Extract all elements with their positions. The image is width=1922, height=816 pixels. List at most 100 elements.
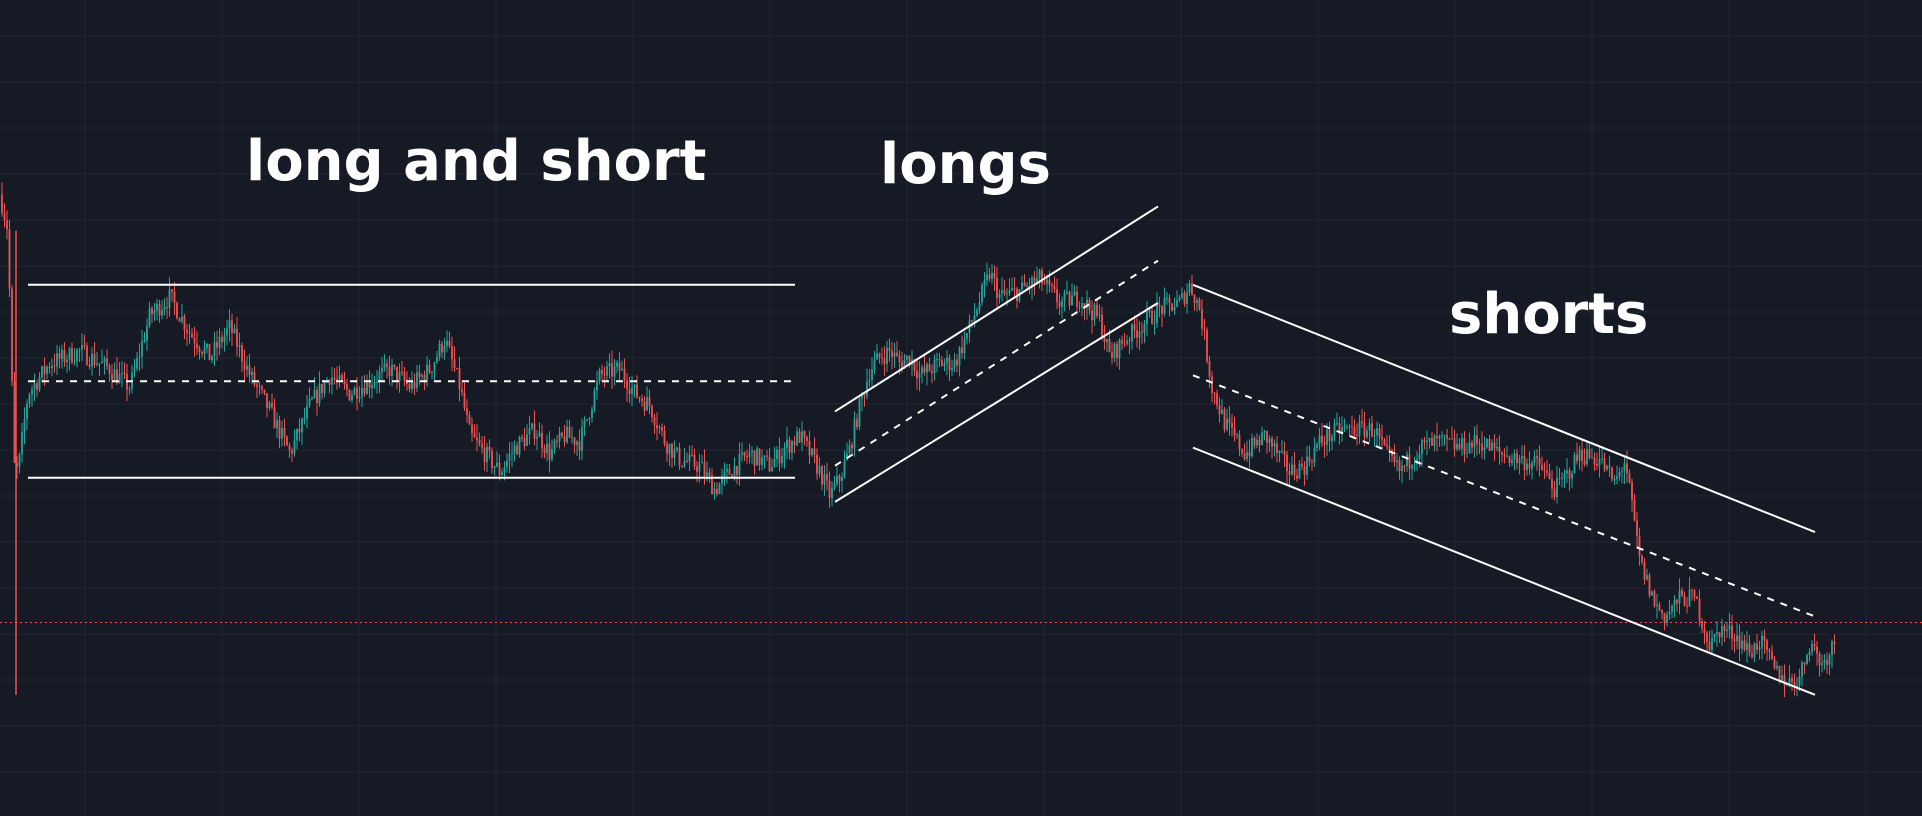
candle-up [98, 363, 101, 365]
candle-down [478, 440, 481, 444]
candle-down [916, 370, 918, 379]
candle-down [356, 387, 358, 399]
candle-up [958, 347, 961, 366]
candle-down [1033, 277, 1036, 283]
candle-down [1826, 660, 1828, 665]
candle-down [728, 468, 731, 475]
down-channel-lower-line[interactable] [1192, 446, 1816, 696]
candle-down [753, 450, 756, 466]
candle-down [448, 340, 451, 347]
candle-down [1568, 470, 1571, 479]
candle-up [436, 357, 438, 363]
candle-up [1298, 463, 1301, 479]
candle-down [298, 428, 301, 433]
candle-up [841, 477, 843, 482]
candle-down [1653, 591, 1656, 606]
candle-up [1461, 438, 1463, 449]
candle-down [261, 386, 263, 390]
candle-up [1571, 473, 1573, 479]
candle-up [438, 343, 441, 358]
candle-up [1716, 632, 1718, 634]
candle-down [1211, 376, 1213, 393]
candle-up [163, 306, 166, 310]
candle-up [41, 366, 43, 378]
candle-down [541, 432, 543, 449]
candle-up [1776, 665, 1778, 669]
trendline-drawings[interactable] [28, 205, 1816, 696]
candle-up [1036, 277, 1038, 283]
candle-up [593, 390, 596, 410]
label-shorts: shorts [1449, 282, 1648, 347]
candle-up [1006, 293, 1008, 295]
candle-up [1606, 465, 1608, 470]
candle-up [1666, 614, 1668, 623]
candle-up [223, 335, 226, 343]
down-channel-upper-line[interactable] [1192, 283, 1816, 533]
candle-up [391, 364, 393, 377]
candle-down [1583, 460, 1586, 465]
candle-down [1648, 575, 1651, 596]
candle-down [6, 220, 8, 230]
candle-down [1356, 434, 1358, 436]
candle-up [73, 361, 76, 363]
candle-down [1553, 488, 1556, 498]
candle-down [1228, 418, 1231, 424]
candle-down [1041, 270, 1043, 284]
candle-up [281, 427, 283, 439]
candle-down [253, 371, 256, 385]
candle-up [893, 352, 896, 357]
candle-down [461, 389, 463, 393]
candle-down [1658, 604, 1661, 611]
candle-down [1338, 423, 1341, 434]
candle-up [983, 280, 986, 286]
candle-up [1156, 304, 1158, 324]
candle-up [1621, 470, 1623, 472]
candle-up [146, 325, 148, 341]
up-channel-upper-line[interactable] [834, 205, 1159, 413]
candle-down [321, 383, 323, 394]
candle-down [83, 344, 86, 346]
annotation-labels: long and short longs shorts [246, 129, 1648, 347]
candle-down [1523, 456, 1526, 470]
candle-down [231, 320, 233, 334]
candle-up [1031, 277, 1033, 288]
candle-up [96, 363, 98, 365]
candle-down [1611, 467, 1613, 480]
candle-up [1646, 575, 1648, 580]
candle-down [198, 348, 201, 352]
candle-down [913, 359, 916, 371]
candle-up [1671, 605, 1673, 612]
candle-up [28, 394, 31, 404]
candle-up [721, 476, 723, 484]
candle-up [1001, 290, 1003, 294]
candle-down [626, 380, 628, 390]
candle-down [283, 427, 286, 437]
candle-up [576, 441, 578, 445]
candle-down [691, 454, 693, 456]
candle-up [801, 431, 803, 443]
candle-down [1698, 598, 1701, 621]
candle-down [1683, 595, 1686, 606]
candle-up [1333, 423, 1336, 437]
candle-down [1691, 589, 1693, 591]
candle-down [1818, 653, 1821, 666]
candle-down [1383, 439, 1386, 445]
candle-up [998, 293, 1001, 298]
candle-up [1358, 421, 1361, 436]
candle-up [1166, 297, 1168, 299]
candle-down [548, 443, 551, 460]
candle-down [948, 357, 951, 371]
candle-down [1398, 460, 1401, 471]
candle-up [1081, 303, 1083, 307]
candle-down [996, 278, 998, 298]
candle-up [503, 467, 506, 473]
candle-down [971, 320, 973, 322]
candle-up [1148, 310, 1151, 313]
candle-down [1458, 443, 1461, 449]
up-channel-lower-line[interactable] [834, 302, 1159, 503]
candle-down [93, 353, 96, 365]
candle-up [1063, 292, 1066, 301]
candle-up [351, 394, 353, 401]
